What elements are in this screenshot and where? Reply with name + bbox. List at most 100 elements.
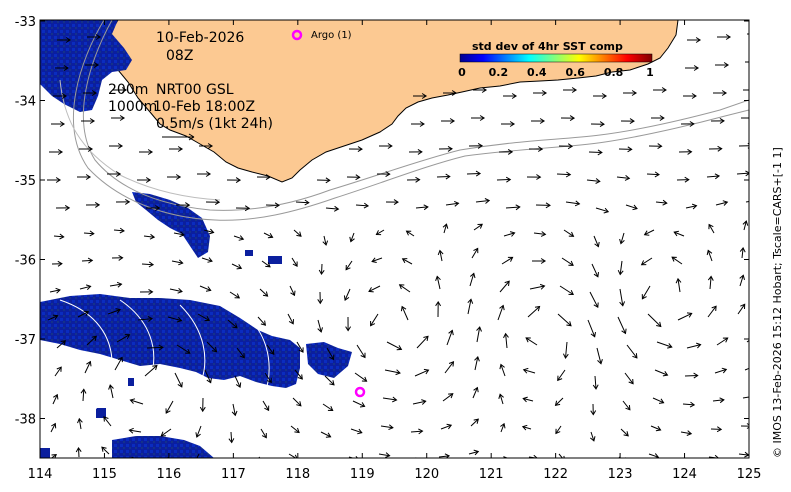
current-vector-head [206,377,212,384]
current-vector-head [261,460,266,465]
current-vector [113,229,125,232]
current-vector-head [117,356,123,363]
current-vector [77,311,89,318]
argo-float-marker[interactable] [354,386,366,398]
current-vector [616,176,630,179]
current-vector [344,288,351,301]
current-vector [50,423,56,433]
time-label: 08Z [166,48,193,64]
current-vector-head [262,291,269,297]
current-vector-head [540,258,547,264]
sst-speck-1 [268,256,282,264]
current-vector [505,333,508,349]
current-vector-head [59,233,65,240]
current-vector-head [629,118,635,125]
plot-frame [39,19,750,459]
current-vector-head [91,335,97,342]
current-vector-head [288,319,294,325]
current-vector [137,318,153,321]
current-vector-head [176,316,183,323]
current-vector-head [128,427,134,434]
current-vector-head [740,303,746,310]
current-vector [671,256,683,265]
current-vector-head [179,231,185,238]
current-vector-head [355,455,359,458]
current-vector [587,319,596,337]
current-vector [617,316,626,334]
current-vector-head [266,377,272,384]
current-vector-head [368,287,374,293]
current-vector [469,273,475,287]
current-vector-head [208,228,215,235]
current-vector [261,260,271,268]
current-vector-head [387,143,393,149]
current-vector-head [474,355,480,362]
current-vector [167,316,182,322]
current-vector-head [205,171,212,177]
current-vector-head [421,93,428,99]
current-vector [176,344,191,354]
current-vectors [47,33,749,465]
current-vector-head [723,62,730,68]
current-vector-head [83,310,90,316]
current-vector [83,232,94,235]
current-vector [206,341,217,353]
current-vector-head [185,202,191,209]
current-vector-head [349,236,355,243]
current-vector-head [745,170,749,177]
current-vector [355,204,369,207]
current-vector-head [361,376,368,382]
current-vector [677,312,692,321]
current-vector [444,361,454,374]
current-vector [674,231,685,237]
current-vector-head [400,305,407,312]
date-label: 10-Feb-2026 [156,30,244,46]
current-vector [620,428,629,437]
current-vector-head [214,199,221,206]
current-vector-head [121,87,128,93]
current-vector [141,263,154,266]
current-vector-head [722,337,729,343]
current-vector-head [274,202,280,209]
current-vector [415,206,428,209]
current-vector-head [593,302,599,309]
current-vector-head [269,349,275,355]
current-vector [736,172,749,175]
current-vector-head [624,175,631,181]
current-vector-head [445,173,451,180]
current-vector-head [525,337,531,343]
current-vector [199,285,211,291]
current-vector-head [659,115,665,121]
current-vector-head [656,321,662,328]
current-vector [292,397,302,407]
current-vector [436,276,441,290]
current-vector-head [515,204,521,211]
current-vector-head [64,204,71,211]
current-vector-head [116,281,123,288]
current-vector [557,369,566,381]
current-vector-head [75,446,82,453]
current-vector-head [418,428,424,435]
current-vector-head [534,305,541,312]
current-vector-head [93,62,100,68]
colorbar-tick-label: 0 [458,66,466,79]
current-vector-head [509,121,516,127]
current-vector-head [711,305,717,311]
current-vector [439,250,443,262]
current-vector [348,456,355,458]
current-vector-head [375,230,382,236]
current-vector-head [473,449,480,456]
current-vector [739,275,744,287]
current-vector [709,276,712,290]
current-vector-head [721,367,728,374]
current-vector-head [623,431,629,437]
current-vector [561,257,574,266]
current-vector-head [117,143,124,149]
current-vector [500,423,505,433]
current-vector-head [746,423,749,429]
current-vector-head [707,275,714,281]
current-vector-head [423,204,429,211]
current-vector-head [115,308,121,314]
sst-speck-5 [40,448,50,458]
current-vector [295,201,309,204]
